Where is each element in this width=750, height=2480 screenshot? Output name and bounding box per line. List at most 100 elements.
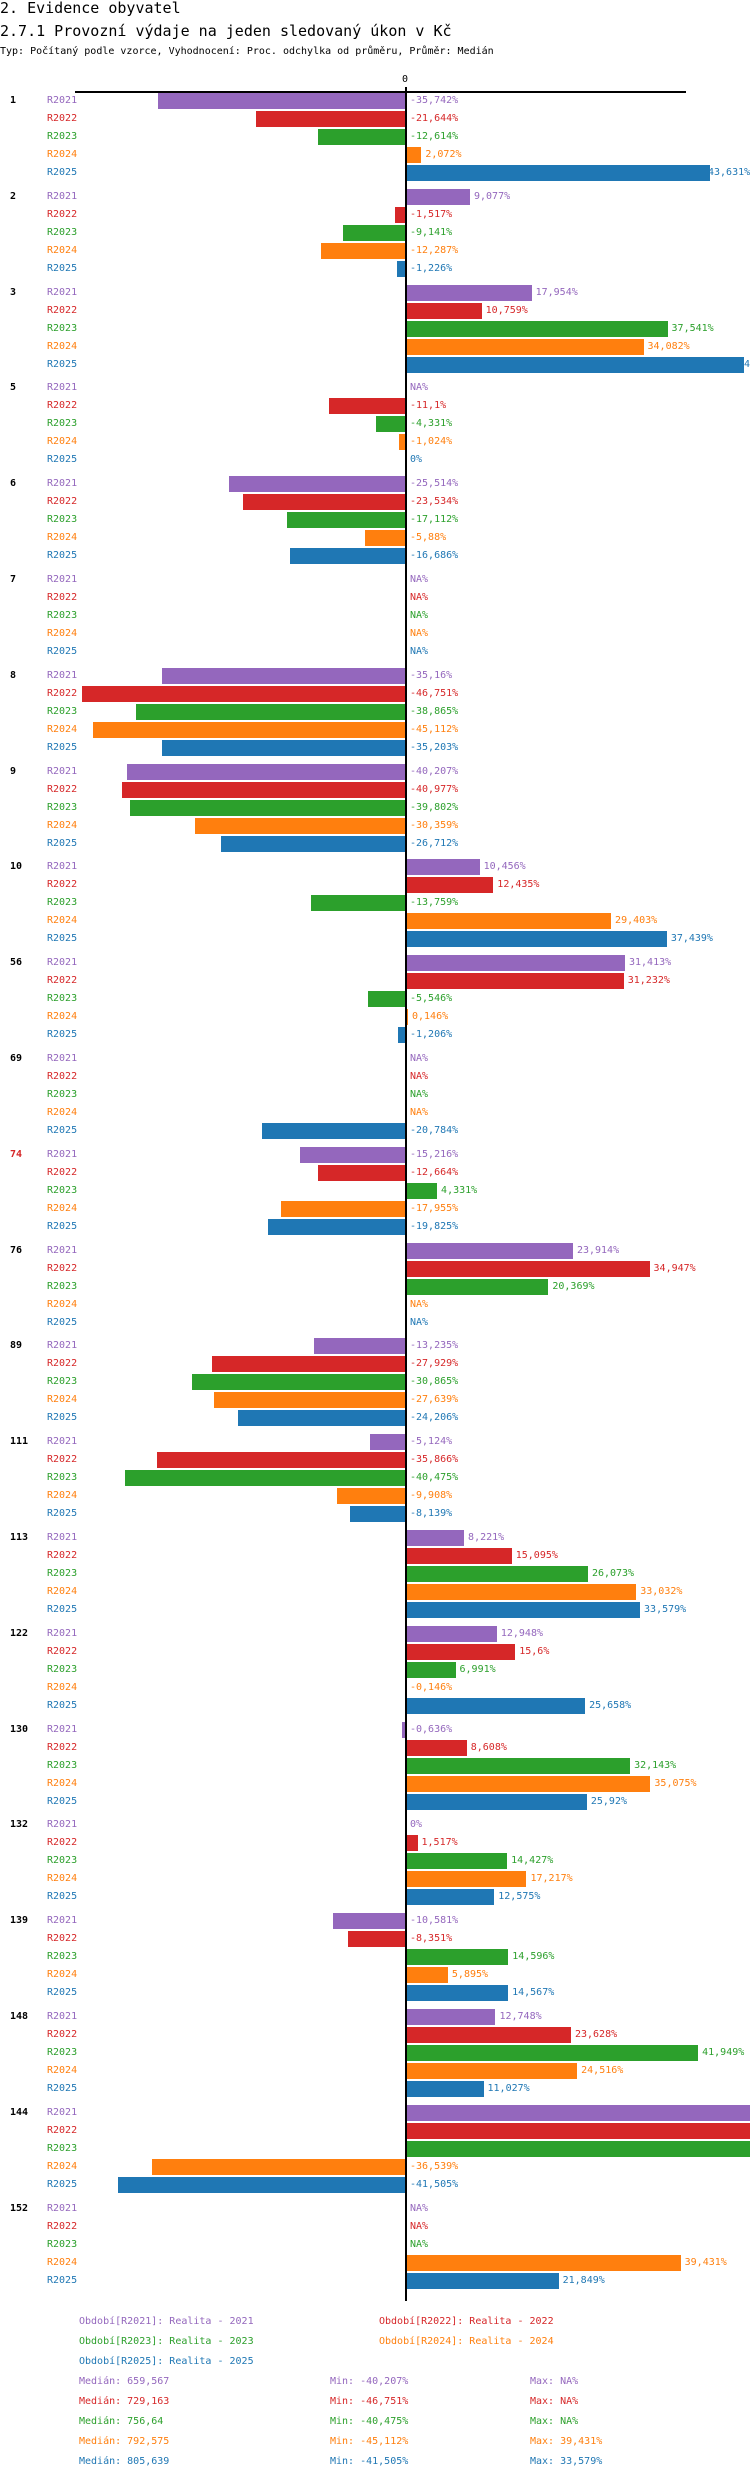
group-label: 10 — [10, 861, 23, 873]
series-label: R2021 — [47, 1819, 78, 1831]
value-label: 12,435% — [497, 879, 540, 891]
legend-entry: Období[R2023]: Realita - 2023 — [79, 2336, 254, 2347]
stat-max: Max: NA% — [530, 2376, 579, 2387]
bar-r2025 — [220, 835, 406, 852]
group-label: 56 — [10, 957, 23, 969]
value-label: -40,207% — [410, 765, 459, 777]
value-label: 21,849% — [562, 2274, 605, 2286]
value-label: -23,534% — [410, 496, 459, 508]
value-label: -35,866% — [410, 1454, 459, 1466]
series-label: R2023 — [47, 1472, 78, 1484]
series-label: R2022 — [47, 113, 78, 124]
series-label: R2023 — [47, 1568, 78, 1579]
value-label: -8,351% — [410, 1933, 453, 1945]
bar-r2022 — [407, 1260, 650, 1277]
series-label: R2023 — [47, 514, 78, 526]
group-label: 89 — [10, 1340, 23, 1352]
value-label: -5,124% — [410, 1436, 453, 1448]
series-label: R2022 — [47, 2220, 78, 2232]
series-label: R2025 — [47, 1987, 78, 1999]
series-label: R2023 — [47, 1089, 78, 1100]
series-label: R2025 — [47, 2083, 78, 2094]
bar-r2023 — [407, 1949, 509, 1966]
stat-median: Medián: 792,575 — [79, 2436, 170, 2447]
series-label: R2024 — [47, 1394, 78, 1406]
value-label: 26,073% — [591, 1568, 635, 1579]
series-label: R2023 — [47, 2047, 78, 2058]
series-label: R2022 — [47, 687, 78, 699]
bar-r2025 — [407, 356, 745, 373]
value-label: -19,825% — [410, 1220, 459, 1232]
bar-r2022 — [255, 111, 406, 127]
series-label: R2024 — [47, 436, 78, 448]
value-label: -30,865% — [410, 1376, 459, 1388]
series-label: R2023 — [47, 2238, 78, 2250]
bar-r2022 — [407, 973, 624, 990]
chart-title: 2.7.1 Provozní výdaje na jeden sledovaný… — [0, 22, 452, 40]
bar-r2021 — [407, 2009, 496, 2025]
series-label: R2021 — [47, 669, 78, 681]
series-label: R2021 — [47, 95, 78, 106]
bar-r2024 — [407, 147, 422, 163]
bar-r2023 — [342, 224, 406, 241]
series-label: R2024 — [47, 915, 78, 927]
series-label: R2025 — [47, 358, 78, 370]
series-label: R2025 — [47, 1220, 78, 1232]
bar-r2025 — [407, 2081, 484, 2097]
value-label: -1,517% — [410, 208, 453, 220]
value-label: 0% — [410, 1819, 423, 1831]
bar-r2022 — [407, 2122, 750, 2139]
group-label: 1 — [10, 95, 17, 106]
series-label: R2023 — [47, 705, 78, 717]
value-label: NA% — [410, 1071, 429, 1082]
group-label: 148 — [10, 2011, 29, 2022]
stat-min: Min: -41,505% — [330, 2456, 409, 2467]
bar-r2025 — [161, 739, 406, 756]
stat-min: Min: -46,751% — [330, 2396, 409, 2407]
series-label: R2022 — [47, 1454, 78, 1466]
value-label: NA% — [410, 646, 429, 657]
series-label: R2021 — [47, 1436, 78, 1448]
bar-r2024 — [195, 817, 406, 834]
bar-r2023 — [129, 799, 406, 816]
series-label: R2024 — [47, 1681, 78, 1693]
series-label: R2021 — [47, 765, 78, 777]
series-label: R2023 — [47, 1376, 78, 1388]
series-label: R2021 — [47, 1532, 78, 1543]
bar-r2021 — [407, 1625, 497, 1642]
series-label: R2025 — [47, 933, 78, 945]
value-label: 31,232% — [627, 975, 670, 987]
value-label: -39,802% — [410, 801, 459, 813]
series-label: R2025 — [47, 1125, 78, 1136]
value-label: -13,759% — [410, 897, 459, 909]
value-label: NA% — [410, 574, 429, 585]
stat-min: Min: -40,207% — [330, 2376, 409, 2387]
legend-entry: Období[R2021]: Realita - 2021 — [79, 2316, 254, 2327]
series-label: R2024 — [47, 1298, 78, 1310]
bar-r2021 — [126, 763, 406, 780]
series-label: R2025 — [47, 646, 78, 657]
group-label: 9 — [10, 765, 17, 777]
value-label: -1,226% — [410, 262, 453, 274]
group-label: 3 — [10, 286, 17, 298]
value-label: NA% — [410, 1316, 429, 1328]
series-label: R2021 — [47, 1340, 78, 1352]
stat-max: Max: 39,431% — [530, 2436, 603, 2447]
bar-r2023 — [375, 416, 406, 433]
series-label: R2023 — [47, 1759, 78, 1771]
value-label: -30,359% — [410, 819, 459, 831]
value-label: -13,235% — [410, 1340, 459, 1352]
bar-r2021 — [314, 1338, 406, 1355]
series-label: R2024 — [47, 1777, 78, 1789]
bar-r2025 — [117, 2176, 406, 2193]
bar-r2021 — [161, 667, 406, 684]
value-label: 43,631% — [708, 167, 750, 178]
bar-r2025 — [349, 1506, 406, 1523]
bar-r2023 — [407, 320, 668, 337]
bar-r2022 — [212, 1356, 406, 1373]
series-label: R2024 — [47, 628, 78, 639]
value-label: 0,146% — [412, 1011, 449, 1023]
series-label: R2022 — [47, 1837, 78, 1849]
bar-r2024 — [214, 1392, 406, 1409]
value-label: -8,139% — [410, 1508, 453, 1520]
